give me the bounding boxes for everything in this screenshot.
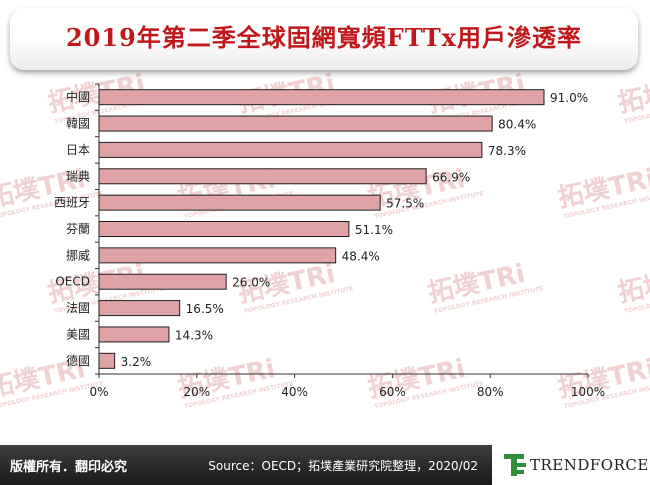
category-label: 德國	[66, 353, 90, 368]
category-label: 美國	[66, 327, 90, 341]
x-tick-label: 100%	[571, 385, 605, 399]
bar	[98, 89, 545, 106]
category-label: 韓國	[66, 117, 90, 131]
bar	[98, 300, 181, 317]
bar	[98, 141, 483, 158]
value-label: 51.1%	[355, 223, 393, 237]
chart-title: 2019年第二季全球固網寬頻FTTx用戶滲透率	[65, 23, 582, 52]
x-tick-label: 80%	[477, 385, 504, 399]
category-label: 日本	[66, 143, 90, 157]
bar	[98, 273, 227, 290]
value-label: 78.3%	[488, 144, 526, 158]
bar	[98, 221, 350, 237]
value-label: 26.0%	[232, 276, 270, 290]
chart-labels: 中國 91.0% 韓國 80.4% 日本 78.3% 瑞典 66.9% 西班牙 57.5% 芬蘭 51…	[54, 89, 588, 369]
chart-axes: 0% 20% 40% 60% 80% 100%	[89, 83, 605, 399]
bar	[98, 115, 493, 132]
bar	[98, 326, 170, 343]
category-label: 西班牙	[54, 196, 90, 210]
value-label: 3.2%	[121, 355, 152, 369]
x-tick-label: 20%	[183, 385, 210, 399]
copyright-text: 版權所有．翻印必究	[10, 460, 128, 475]
x-tick-label: 40%	[281, 385, 308, 399]
bar	[98, 194, 381, 211]
category-label: OECD	[55, 275, 90, 289]
watermark-brand: 拓墣TRi	[615, 72, 650, 119]
footer: 版權所有．翻印必究 Source：OECD；拓墣產業研究院整理，2020/02 …	[0, 445, 650, 485]
x-tick-label: 0%	[89, 385, 108, 399]
trendforce-logo: TRENDFORCE	[502, 451, 648, 479]
title-bar: 2019年第二季全球固網寬頻FTTx用戶滲透率	[10, 8, 638, 70]
category-label: 瑞典	[66, 169, 90, 183]
bar	[98, 352, 116, 369]
value-label: 14.3%	[175, 328, 213, 342]
trendforce-logo-icon	[504, 454, 526, 476]
value-label: 57.5%	[386, 197, 424, 211]
value-label: 48.4%	[342, 249, 380, 263]
category-label: 中國	[66, 89, 90, 104]
bar	[98, 168, 427, 185]
watermark-brand: 拓墣TRi	[615, 259, 650, 309]
category-label: 芬蘭	[66, 222, 90, 236]
value-label: 91.0%	[550, 91, 588, 105]
footer-bar: 版權所有．翻印必究 Source：OECD；拓墣產業研究院整理，2020/02	[0, 445, 492, 485]
x-tick-label: 60%	[379, 385, 406, 399]
category-label: 法國	[66, 301, 90, 315]
category-label: 挪威	[66, 248, 90, 262]
trendforce-logo-text: TRENDFORCE	[530, 456, 649, 474]
chart-bars	[98, 89, 545, 369]
source-text: Source：OECD；拓墣產業研究院整理，2020/02	[208, 459, 478, 473]
bar	[98, 247, 337, 264]
value-label: 80.4%	[498, 118, 536, 132]
value-label: 16.5%	[186, 302, 224, 316]
value-label: 66.9%	[432, 170, 470, 184]
